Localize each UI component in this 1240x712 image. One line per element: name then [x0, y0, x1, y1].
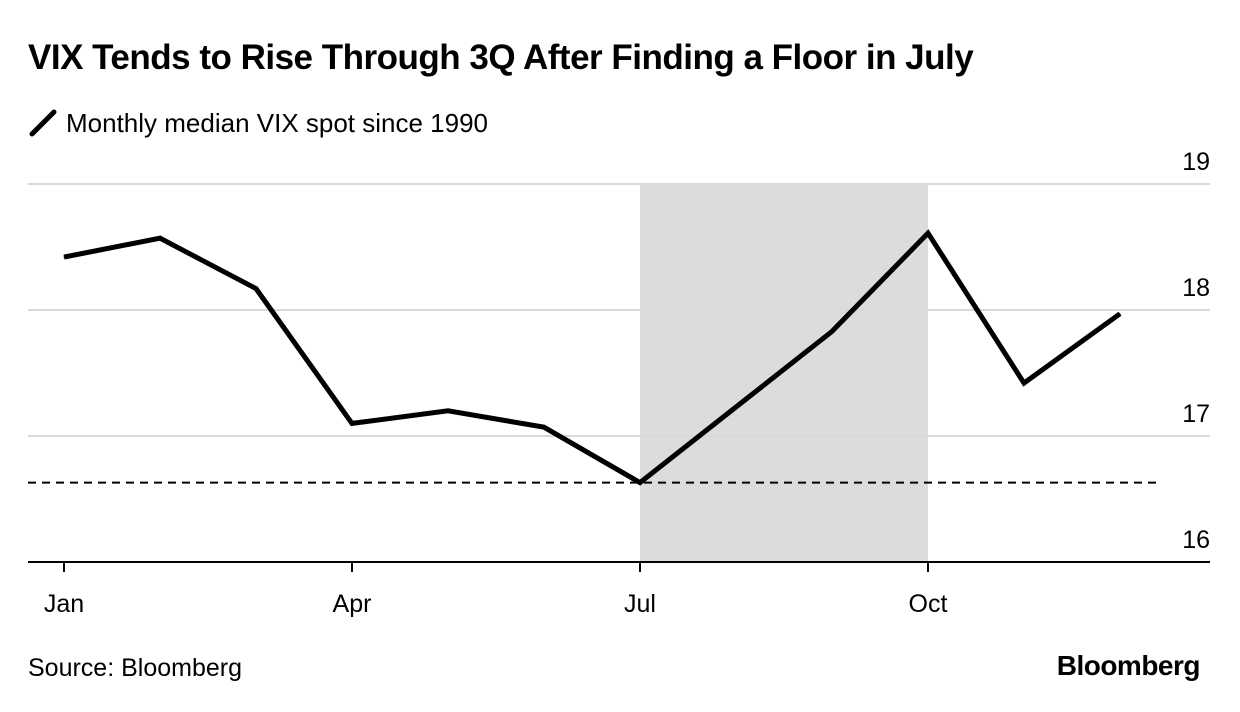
data-point — [1023, 382, 1025, 384]
x-tick-label: Jan — [44, 590, 84, 618]
data-point — [831, 330, 833, 332]
brand-logo: Bloomberg — [1056, 650, 1201, 681]
y-tick-label: 16 — [1182, 526, 1210, 554]
y-tick-label: 18 — [1182, 274, 1210, 302]
legend-label: Monthly median VIX spot since 1990 — [66, 107, 489, 138]
x-tick-label: Jul — [624, 590, 656, 618]
chart-title: VIX Tends to Rise Through 3Q After Findi… — [28, 38, 974, 77]
data-point — [447, 410, 449, 412]
data-point — [927, 232, 929, 234]
legend-line-icon — [29, 109, 57, 137]
y-tick-label: 19 — [1182, 148, 1210, 176]
data-point — [735, 406, 737, 408]
data-point — [351, 422, 353, 424]
data-point — [159, 237, 161, 239]
legend: Monthly median VIX spot since 1990 — [28, 106, 488, 140]
x-tick-label: Oct — [909, 590, 948, 618]
shaded-region — [640, 184, 928, 562]
y-tick-label: 17 — [1182, 400, 1210, 428]
data-point — [1119, 313, 1121, 315]
source-note: Source: Bloomberg — [28, 654, 243, 682]
data-point — [255, 288, 257, 290]
data-point — [639, 482, 641, 484]
data-point — [63, 256, 65, 258]
data-point — [543, 426, 545, 428]
x-tick-label: Apr — [333, 590, 372, 618]
series-line — [63, 229, 1122, 486]
